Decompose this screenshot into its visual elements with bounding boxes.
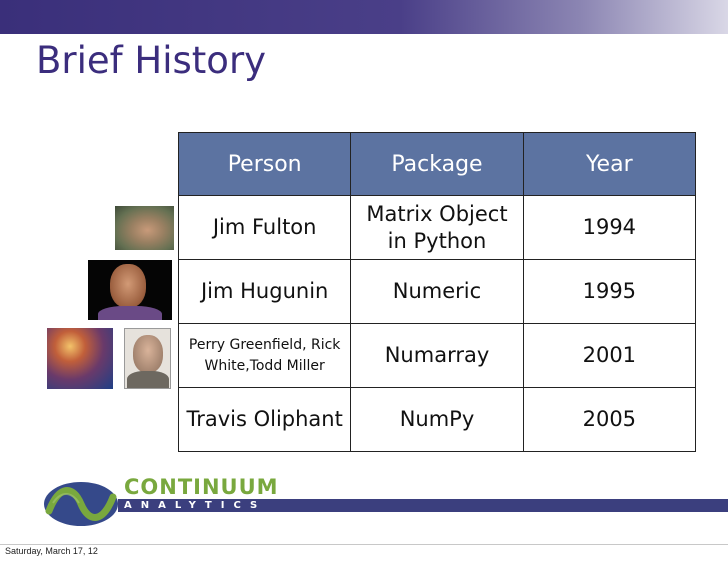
photo-nebula <box>47 328 113 389</box>
table-header-row: Person Package Year <box>177 132 697 196</box>
table-row: Jim Hugunin Numeric 1995 <box>177 259 697 324</box>
cell-package: Numeric <box>350 259 524 324</box>
footer-date: Saturday, March 17, 12 <box>5 546 98 556</box>
cell-year: 1995 <box>522 259 697 324</box>
footer-divider <box>0 544 728 545</box>
header-package: Package <box>350 132 524 196</box>
header-person: Person <box>177 132 352 196</box>
table-row: Perry Greenfield, Rick White,Todd Miller… <box>177 323 697 388</box>
cell-package: NumPy <box>350 387 524 452</box>
cell-person: Jim Hugunin <box>177 259 352 324</box>
logo-band <box>118 499 728 512</box>
cell-year: 2001 <box>522 323 697 388</box>
table-row: Travis Oliphant NumPy 2005 <box>177 387 697 452</box>
top-gradient-bar <box>0 0 728 34</box>
photo-person <box>124 328 171 389</box>
cell-package: Numarray <box>350 323 524 388</box>
photo-jim-fulton <box>115 206 174 250</box>
slide-title: Brief History <box>36 39 267 82</box>
logo-subtitle: ANALYTICS <box>124 500 267 511</box>
cell-year: 1994 <box>522 195 697 260</box>
cell-year: 2005 <box>522 387 697 452</box>
cell-person: Perry Greenfield, Rick White,Todd Miller <box>177 323 352 388</box>
photo-jim-hugunin <box>88 260 172 320</box>
cell-person: Travis Oliphant <box>177 387 352 452</box>
table-row: Jim Fulton Matrix Object in Python 1994 <box>177 195 697 260</box>
continuum-logo-icon <box>44 482 118 526</box>
cell-package: Matrix Object in Python <box>350 195 524 260</box>
cell-person: Jim Fulton <box>177 195 352 260</box>
header-year: Year <box>522 132 697 196</box>
logo-wordmark: CONTINUUM <box>124 475 279 499</box>
history-table: Person Package Year Jim Fulton Matrix Ob… <box>177 132 697 452</box>
